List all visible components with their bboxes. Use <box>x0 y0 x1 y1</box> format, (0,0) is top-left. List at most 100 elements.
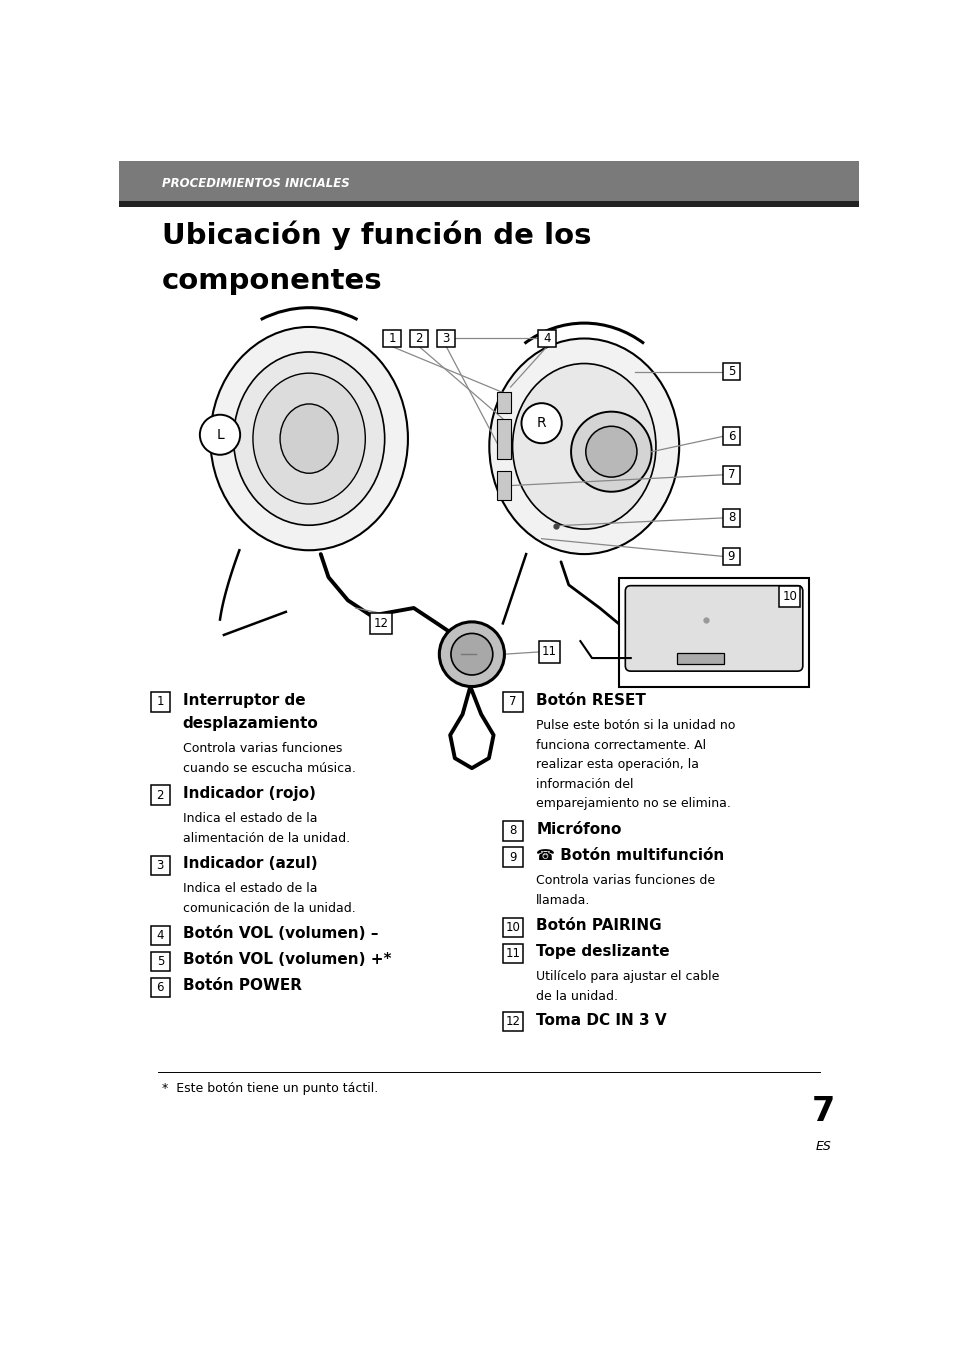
Text: 10: 10 <box>505 921 519 933</box>
Text: 10: 10 <box>781 590 796 603</box>
Text: 5: 5 <box>156 955 164 968</box>
Text: 1: 1 <box>388 332 395 346</box>
Text: llamada.: llamada. <box>536 893 590 907</box>
Text: de la unidad.: de la unidad. <box>536 990 618 1003</box>
Text: Interruptor de: Interruptor de <box>183 693 305 707</box>
Text: Botón PAIRING: Botón PAIRING <box>536 917 661 933</box>
Text: funciona correctamente. Al: funciona correctamente. Al <box>536 738 705 752</box>
Text: 7: 7 <box>811 1095 835 1128</box>
Text: 12: 12 <box>374 617 388 629</box>
Text: 3: 3 <box>156 858 164 872</box>
Text: 9: 9 <box>727 550 735 564</box>
FancyBboxPatch shape <box>503 847 522 866</box>
Text: 6: 6 <box>727 430 735 443</box>
Text: 11: 11 <box>541 646 557 659</box>
Text: 5: 5 <box>727 364 735 378</box>
FancyBboxPatch shape <box>721 508 740 527</box>
FancyBboxPatch shape <box>503 917 522 936</box>
Circle shape <box>199 414 240 455</box>
Text: L: L <box>216 428 224 441</box>
Text: 3: 3 <box>442 332 450 346</box>
FancyBboxPatch shape <box>537 330 556 347</box>
Text: 8: 8 <box>509 824 517 838</box>
Text: 11: 11 <box>505 947 520 960</box>
FancyBboxPatch shape <box>537 642 559 663</box>
Text: Indicador (rojo): Indicador (rojo) <box>183 785 315 800</box>
Text: 4: 4 <box>156 929 164 942</box>
Text: realizar esta operación, la: realizar esta operación, la <box>536 759 699 771</box>
FancyBboxPatch shape <box>778 585 800 607</box>
Text: Pulse este botón si la unidad no: Pulse este botón si la unidad no <box>536 718 735 732</box>
Text: 2: 2 <box>156 788 164 802</box>
Text: 2: 2 <box>415 332 422 346</box>
Text: 1: 1 <box>156 695 164 709</box>
Text: 7: 7 <box>727 468 735 482</box>
FancyBboxPatch shape <box>721 547 740 565</box>
Text: Botón RESET: Botón RESET <box>536 693 645 707</box>
Text: Indicador (azul): Indicador (azul) <box>183 855 317 872</box>
Text: ☎ Botón multifunción: ☎ Botón multifunción <box>536 847 723 863</box>
Ellipse shape <box>489 339 679 554</box>
Bar <box>119 161 858 202</box>
Text: PROCEDIMIENTOS INICIALES: PROCEDIMIENTOS INICIALES <box>162 178 349 190</box>
Text: comunicación de la unidad.: comunicación de la unidad. <box>183 901 355 915</box>
Circle shape <box>439 621 504 686</box>
FancyBboxPatch shape <box>151 855 170 874</box>
Text: Controla varias funciones: Controla varias funciones <box>183 742 342 755</box>
FancyBboxPatch shape <box>624 585 802 671</box>
Bar <box>497 391 510 413</box>
Text: emparejamiento no se elimina.: emparejamiento no se elimina. <box>536 798 730 811</box>
Text: 6: 6 <box>156 981 164 994</box>
Bar <box>677 652 723 664</box>
Text: Toma DC IN 3 V: Toma DC IN 3 V <box>536 1013 666 1028</box>
Text: 4: 4 <box>542 332 550 346</box>
Ellipse shape <box>253 373 365 504</box>
FancyBboxPatch shape <box>151 925 170 946</box>
Circle shape <box>521 404 561 444</box>
Text: Indica el estado de la: Indica el estado de la <box>183 882 317 896</box>
FancyBboxPatch shape <box>721 363 740 381</box>
FancyBboxPatch shape <box>721 428 740 445</box>
FancyBboxPatch shape <box>151 952 170 971</box>
Text: cuando se escucha música.: cuando se escucha música. <box>183 761 355 775</box>
Bar <box>618 578 808 687</box>
FancyBboxPatch shape <box>370 612 392 635</box>
Ellipse shape <box>512 363 656 529</box>
Text: componentes: componentes <box>162 266 382 295</box>
Text: Micrófono: Micrófono <box>536 822 621 837</box>
Text: alimentación de la unidad.: alimentación de la unidad. <box>183 831 350 845</box>
Bar <box>119 202 858 207</box>
FancyBboxPatch shape <box>410 330 428 347</box>
FancyBboxPatch shape <box>436 330 455 347</box>
FancyBboxPatch shape <box>503 693 522 712</box>
Text: 12: 12 <box>505 1015 520 1029</box>
FancyBboxPatch shape <box>151 785 170 804</box>
Circle shape <box>571 412 651 492</box>
Text: Utilícelo para ajustar el cable: Utilícelo para ajustar el cable <box>536 970 719 983</box>
FancyBboxPatch shape <box>503 944 522 963</box>
Text: Botón POWER: Botón POWER <box>183 978 301 994</box>
Circle shape <box>585 426 637 477</box>
Text: *  Este botón tiene un punto táctil.: * Este botón tiene un punto táctil. <box>162 1081 377 1095</box>
Circle shape <box>451 633 493 675</box>
Text: Indica el estado de la: Indica el estado de la <box>183 812 317 824</box>
Text: información del: información del <box>536 777 633 791</box>
Ellipse shape <box>233 352 384 526</box>
FancyBboxPatch shape <box>151 693 170 712</box>
Text: 8: 8 <box>727 511 735 525</box>
FancyBboxPatch shape <box>721 465 740 484</box>
Text: R: R <box>537 416 546 430</box>
FancyBboxPatch shape <box>503 1013 522 1032</box>
Text: Tope deslizante: Tope deslizante <box>536 944 669 959</box>
FancyBboxPatch shape <box>503 822 522 841</box>
Ellipse shape <box>210 327 408 550</box>
Bar <box>497 420 510 460</box>
Ellipse shape <box>280 404 337 473</box>
Text: ES: ES <box>815 1141 831 1153</box>
Text: desplazamiento: desplazamiento <box>183 716 318 730</box>
Text: 7: 7 <box>509 695 517 709</box>
FancyBboxPatch shape <box>151 978 170 997</box>
Text: Botón VOL (volumen) –: Botón VOL (volumen) – <box>183 925 378 941</box>
Text: Controla varias funciones de: Controla varias funciones de <box>536 874 715 888</box>
Text: Ubicación y función de los: Ubicación y función de los <box>162 221 591 250</box>
